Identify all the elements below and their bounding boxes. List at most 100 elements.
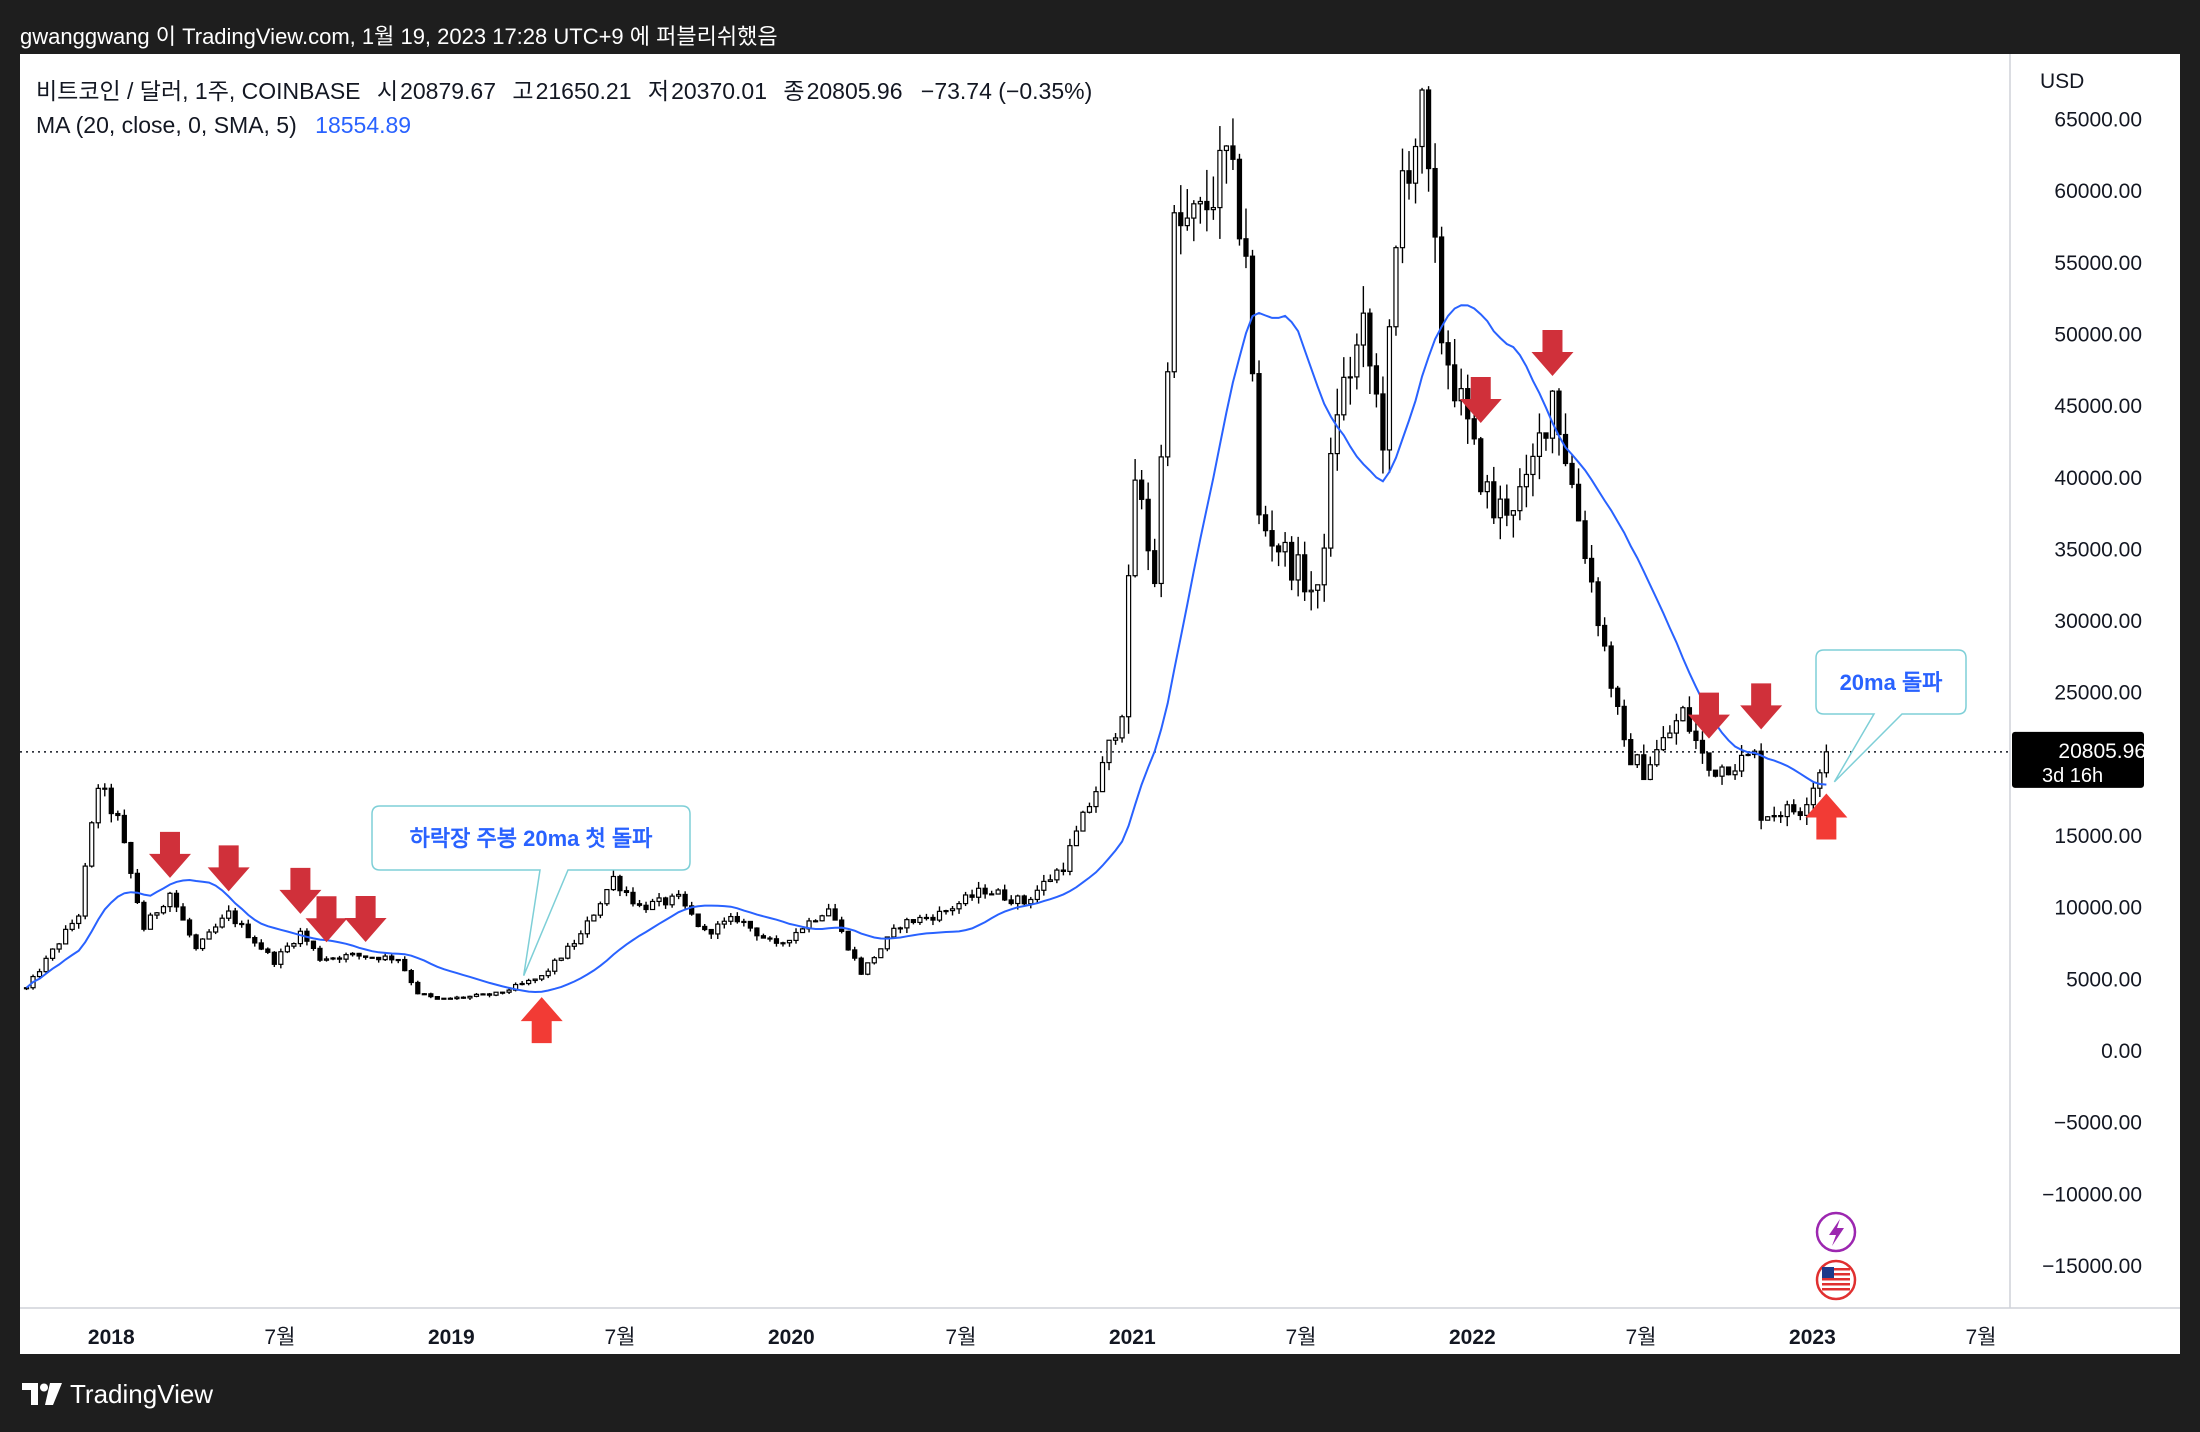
candle-body [258,942,264,950]
candle-body [1569,462,1575,485]
candle-body [584,920,590,935]
signal-markers [148,330,1848,1044]
time-tick-label: 7월 [604,1326,635,1349]
price-tick-label: −5000.00 [2054,1112,2142,1135]
candle-body [721,920,727,925]
candle-body [1034,889,1040,901]
candle-body [532,978,538,982]
candle-body [545,970,551,977]
candle-body [1608,645,1614,689]
symbol-name[interactable]: 비트코인 / 달러, 1주, COINBASE [36,78,361,104]
candle-body [167,892,173,908]
candle-body [695,913,701,928]
candle-body [1210,206,1216,211]
candle-body [376,956,382,961]
candle-body [715,923,721,935]
candle-body [1373,365,1380,395]
symbol-row: 비트코인 / 달러, 1주, COINBASE 시20879.67 고21650… [36,74,1092,108]
candle-body [486,993,493,996]
candle-body [317,947,323,961]
candle-body [382,955,388,961]
candle-body [121,814,127,844]
candle-body [506,989,512,993]
candle-body [1478,438,1484,493]
candle-body [1510,510,1516,516]
candle-body [819,915,825,922]
candle-body [1771,815,1777,818]
candle-body [1125,575,1132,718]
candle-body [858,957,864,975]
candle-body [49,948,56,959]
candle-body [943,910,949,913]
candle-body [839,919,845,932]
chart-pane[interactable]: 하락장 주봉 20ma 첫 돌파 20ma 돌파 USD 65000.00 60000… [20,54,2180,1354]
candle-body [278,951,284,965]
price-tick-label: −10000.00 [2042,1183,2142,1206]
callout-left-bubble [371,805,691,976]
candle-body [1275,545,1282,553]
candle-body [702,925,708,931]
candle-body [1699,739,1706,754]
candle-body [565,945,571,959]
tradingview-logo[interactable]: TradingView [22,1378,213,1410]
candle-body [147,914,154,930]
candle-body [1184,217,1190,227]
candle-body [252,937,258,944]
ma-indicator-label[interactable]: MA (20, close, 0, SMA, 5) [36,112,297,138]
candle-body [1328,452,1334,549]
candle-body [1028,898,1034,905]
candle-body [949,908,956,912]
candle-body [975,887,982,898]
candle-body [597,903,604,916]
candle-body [1588,557,1595,583]
candle-body [891,927,897,938]
candle-body [1334,414,1340,455]
candle-body [1615,687,1621,707]
candle-body [115,812,121,817]
candle-body [69,922,75,930]
candle-body [1719,766,1725,777]
time-tick-label: 7월 [1625,1326,1656,1349]
candle-body [793,931,799,942]
candle-body [186,919,193,936]
candle-body [395,958,401,962]
candle-body [369,956,375,959]
candle-body [1041,880,1047,891]
candle-body [1112,737,1119,741]
candle-body [1230,145,1236,160]
candle-body [1810,787,1816,806]
candle-body [1106,739,1112,764]
candle-body [1745,753,1751,757]
candle-body [649,900,656,911]
candlestick-series [23,86,1829,1001]
callout-right-bubble [1815,649,1967,783]
candle-body [1706,752,1712,771]
candle-body [363,955,369,958]
candle-body [1060,869,1067,872]
price-tick-label: 0.00 [2101,1040,2142,1063]
candle-body [1425,89,1432,170]
candle-body [662,897,669,906]
candle-body [1504,498,1510,516]
candle-body [1178,212,1184,227]
candle-body [747,920,753,929]
candle-body [1139,479,1145,500]
candle-body [897,927,903,930]
candle-body [1073,830,1080,847]
candle-body [1341,376,1347,416]
candle-body [1438,236,1445,344]
candle-body [1054,869,1060,881]
candle-body [428,993,434,998]
candle-body [1067,845,1073,872]
candle-body [102,787,108,790]
price-tick-label: 10000.00 [2054,897,2142,920]
candle-body [1269,530,1275,547]
candle-body [878,948,884,959]
candle-body [493,991,499,996]
candle-body [1399,170,1406,249]
candle-body [1204,200,1210,211]
time-tick-label: 2020 [768,1326,815,1349]
candle-body [1145,498,1151,552]
price-chart[interactable]: 하락장 주봉 20ma 첫 돌파 20ma 돌파 USD 65000.00 60000… [20,54,2180,1354]
candle-body [141,901,147,930]
